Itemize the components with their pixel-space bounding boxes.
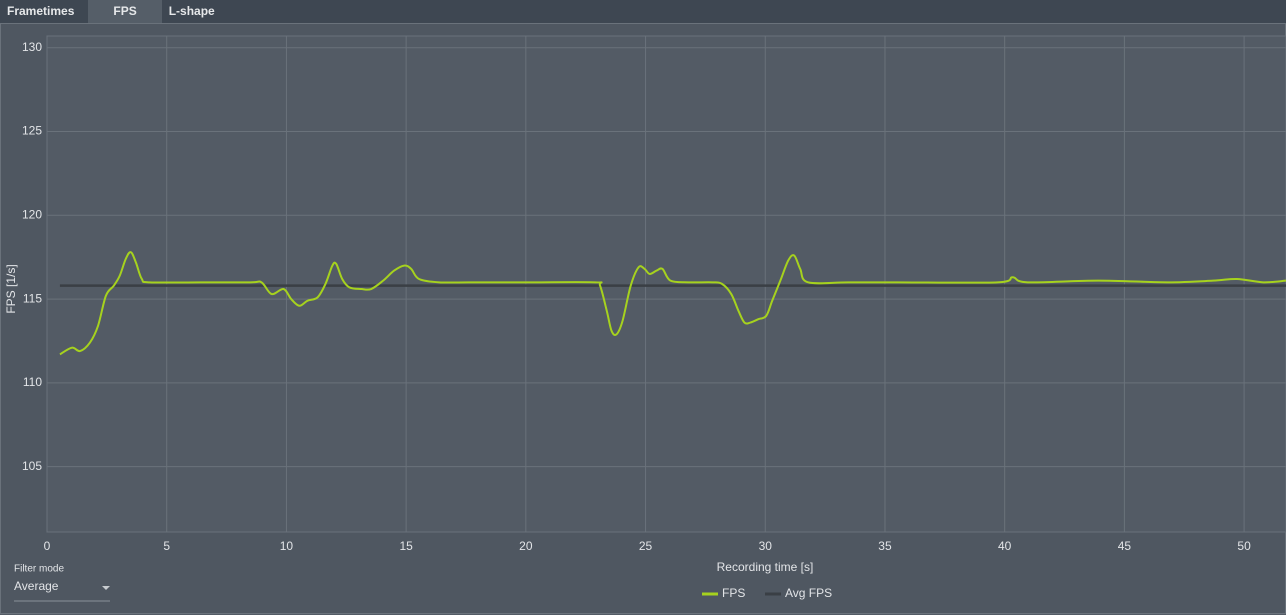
y-tick-label: 130	[22, 40, 42, 54]
dropdown-arrow[interactable]	[102, 586, 110, 590]
legend-item: Avg FPS	[765, 586, 832, 600]
filter-label: Filter mode	[14, 564, 64, 575]
x-tick-label: 15	[399, 539, 413, 553]
y-axis-title: FPS [1/s]	[4, 264, 18, 313]
y-tick-label: 120	[22, 207, 42, 221]
x-tick-label: 50	[1237, 539, 1251, 553]
tab-bar: Frametimes FPS L-shape	[0, 0, 1286, 23]
legend: FPS Avg FPS	[702, 586, 832, 600]
x-tick-label: 40	[998, 539, 1012, 553]
legend-label: Avg FPS	[785, 586, 832, 600]
y-tick-label: 110	[23, 375, 42, 389]
plot-area	[46, 35, 1286, 533]
series-line	[59, 251, 1286, 356]
x-tick-label: 20	[519, 539, 533, 553]
x-tick-label: 5	[163, 539, 170, 553]
x-tick-label: 35	[878, 539, 892, 553]
x-axis-title: Recording time [s]	[717, 560, 814, 574]
x-tick-label: 25	[639, 539, 653, 553]
tab[interactable]: L-shape	[168, 4, 215, 18]
x-tick-label: 0	[44, 539, 51, 553]
y-tick-label: 115	[23, 291, 42, 305]
tab[interactable]: Frametimes	[7, 4, 75, 18]
x-tick-label: 45	[1118, 539, 1132, 553]
legend-label: FPS	[722, 586, 745, 600]
y-tick-label: 105	[22, 459, 42, 473]
legend-item: FPS	[702, 586, 745, 600]
y-tick-label: 125	[22, 124, 42, 138]
x-tick-label: 10	[280, 539, 294, 553]
x-tick-label: 30	[759, 539, 773, 553]
tab-active[interactable]: FPS	[88, 0, 162, 23]
filter-value[interactable]: Average	[14, 579, 59, 593]
